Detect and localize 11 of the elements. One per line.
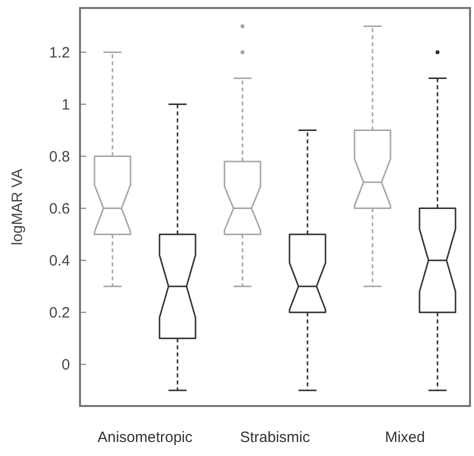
y-tick-label: 0.2	[49, 304, 70, 322]
y-tick-label: 0	[62, 356, 70, 374]
y-tick-label: 0.8	[49, 148, 70, 166]
y-axis-title: logMAR VA	[9, 168, 26, 246]
x-tick-label: Anisometropic	[97, 429, 194, 446]
y-tick-label: 1.2	[49, 44, 70, 62]
x-tick-label: Strabismic	[240, 429, 311, 446]
y-tick-label: 1	[62, 96, 70, 114]
y-tick-label: 0.6	[49, 200, 70, 218]
y-tick-label: 0.4	[49, 252, 70, 270]
x-tick-label: Mixed	[384, 429, 426, 446]
